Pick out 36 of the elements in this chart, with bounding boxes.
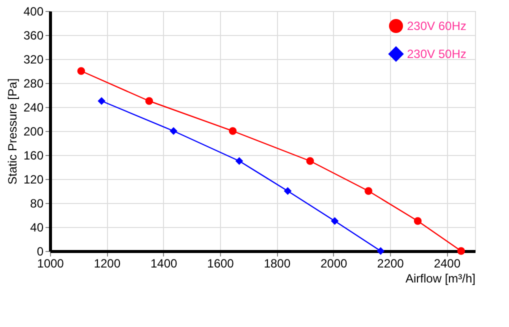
point (330, 217, 339, 225)
x-tick-label: 1600 (207, 256, 234, 270)
y-tick-label: 120 (23, 172, 44, 186)
x-tick-label: 1800 (264, 256, 291, 270)
point (284, 187, 292, 195)
point (228, 127, 237, 135)
point (235, 157, 244, 165)
y-tick-label: 400 (23, 4, 44, 18)
point (77, 67, 86, 75)
y-tick-label: 240 (23, 100, 44, 114)
x-tick-label: 1200 (94, 256, 121, 270)
y-tick-label: 40 (30, 220, 44, 234)
y-tick-label: 280 (23, 76, 44, 90)
x-tick-label: 2400 (434, 256, 461, 270)
y-tick-label: 320 (23, 52, 44, 66)
point (170, 127, 178, 135)
x-tick-label: 2200 (377, 256, 404, 270)
point (98, 97, 106, 105)
point (306, 157, 314, 165)
x-tick-label: 1000 (37, 256, 64, 270)
x-axis-title: Airflow [m³/h] (405, 272, 476, 286)
legend-label: 230V 50Hz (407, 47, 466, 61)
y-tick-label: 200 (23, 124, 44, 138)
y-tick-label: 360 (23, 28, 44, 42)
x-tick-label: 2000 (320, 256, 348, 270)
point (145, 97, 154, 105)
y-axis-title: Static Pressure [Pa] (5, 78, 20, 185)
point (364, 187, 372, 195)
legend-label: 230V 60Hz (407, 19, 466, 33)
point (457, 247, 465, 255)
y-tick-label: 160 (23, 148, 44, 162)
x-tick-label: 1400 (150, 256, 178, 270)
point (376, 247, 385, 255)
point (414, 217, 422, 225)
y-tick-label: 80 (30, 196, 44, 210)
y-tick-label: 0 (36, 244, 44, 258)
